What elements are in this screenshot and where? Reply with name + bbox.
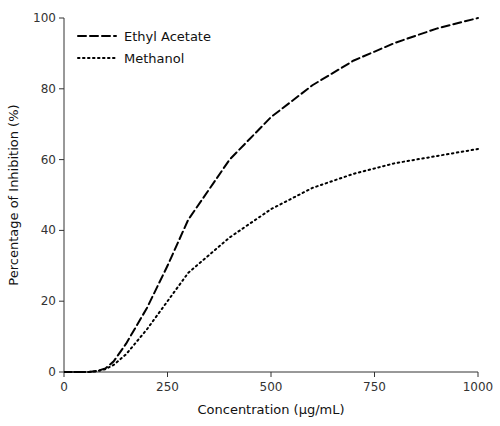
y-tick: [59, 301, 64, 302]
x-tick: [478, 372, 479, 377]
y-tick: [59, 372, 64, 373]
x-tick-label: 750: [363, 380, 386, 394]
y-tick: [59, 159, 64, 160]
x-tick: [167, 372, 168, 377]
x-tick: [374, 372, 375, 377]
y-tick-label: 20: [41, 294, 56, 308]
legend-label: Ethyl Acetate: [124, 29, 211, 44]
series-line: [64, 18, 478, 372]
axes: 0 250 500 750 1000 0 20 40 60 80 100: [33, 11, 493, 394]
x-axis-label: Concentration (μg/mL): [197, 402, 344, 417]
legend-swatch: [78, 35, 116, 37]
y-tick-label: 100: [33, 11, 56, 25]
y-tick: [59, 88, 64, 89]
x-tick-label: 1000: [463, 380, 494, 394]
x-tick-label: 0: [60, 380, 68, 394]
legend-label: Methanol: [124, 51, 184, 66]
x-tick: [271, 372, 272, 377]
y-tick: [59, 18, 64, 19]
y-tick-label: 80: [41, 82, 56, 96]
series-line: [64, 149, 478, 372]
y-tick: [59, 230, 64, 231]
legend: Ethyl Acetate Methanol: [78, 29, 211, 66]
y-axis-label: Percentage of Inhibition (%): [6, 104, 21, 285]
y-tick-label: 0: [48, 365, 56, 379]
x-tick-label: 250: [156, 380, 179, 394]
y-axis-line: [64, 18, 65, 372]
y-tick-label: 40: [41, 223, 56, 237]
y-tick-label: 60: [41, 153, 56, 167]
plot-area: [64, 18, 478, 372]
legend-swatch: [78, 57, 116, 59]
chart: 0 250 500 750 1000 0 20 40 60 80 100 Concentration …: [0, 0, 500, 426]
x-tick-label: 500: [260, 380, 283, 394]
